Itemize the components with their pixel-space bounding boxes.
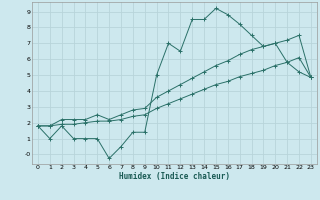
X-axis label: Humidex (Indice chaleur): Humidex (Indice chaleur) — [119, 172, 230, 181]
